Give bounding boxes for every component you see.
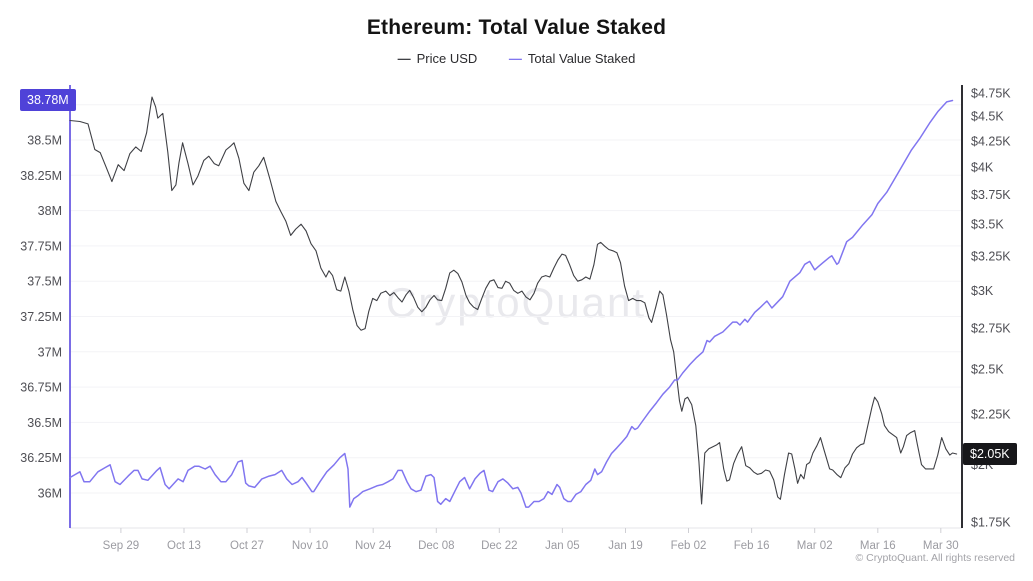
price-usd-line: [69, 96, 958, 505]
x-tick-label: Feb 02: [671, 540, 707, 552]
chart-title: Ethereum: Total Value Staked: [366, 16, 667, 39]
left-axis-tick-label: 38.25M: [20, 169, 62, 183]
x-tick-label: Feb 16: [734, 540, 770, 552]
x-tick-label: Mar 30: [923, 540, 959, 552]
right-current-badge: $2.05K: [963, 443, 1017, 465]
left-axis-tick-label: 36.5M: [27, 416, 62, 430]
right-axis-tick-label: $4K: [971, 160, 994, 174]
x-tick-label: Dec 22: [481, 540, 517, 552]
left-axis-tick-label: 38.5M: [27, 134, 62, 148]
x-tick-label: Mar 16: [860, 540, 896, 552]
x-tick-label: Jan 19: [608, 540, 643, 552]
legend-label-price-usd: Price USD: [416, 51, 478, 66]
left-axis-tick-label: 37.25M: [20, 310, 62, 324]
x-tick-label: Dec 08: [418, 540, 454, 552]
total-value-staked-line: [69, 99, 954, 508]
x-tick-label: Oct 13: [167, 540, 201, 552]
right-axis-tick-label: $2.75K: [971, 321, 1011, 335]
left-axis-tick-label: 36.25M: [20, 451, 62, 465]
right-axis-tick-label: $3K: [971, 284, 994, 298]
right-axis-tick-label: $1.75K: [971, 516, 1011, 530]
left-current-badge: 38.78M: [20, 89, 76, 111]
left-axis-tick-label: 37.5M: [27, 275, 62, 289]
chart-legend: Price USD Total Value Staked: [0, 51, 1033, 66]
left-axis-tick-label: 37.75M: [20, 239, 62, 253]
legend-dash-price-icon: [398, 51, 411, 66]
x-tick-label: Mar 02: [797, 540, 833, 552]
x-tick-label: Sep 29: [103, 540, 139, 552]
right-axis-tick-label: $4.25K: [971, 134, 1011, 148]
left-axis-tick-label: 37M: [38, 345, 62, 359]
left-axis-tick-label: 36M: [38, 487, 62, 501]
right-axis-tick-label: $3.75K: [971, 188, 1011, 202]
legend-item-price-usd[interactable]: Price USD: [398, 51, 478, 66]
right-axis-tick-label: $4.5K: [971, 110, 1004, 124]
legend-item-total-value-staked[interactable]: Total Value Staked: [509, 51, 635, 66]
right-axis-tick-label: $3.5K: [971, 218, 1004, 232]
right-axis-tick-label: $2.25K: [971, 408, 1011, 422]
x-tick-label: Jan 05: [545, 540, 580, 552]
legend-dash-tvs-icon: [509, 51, 522, 66]
x-tick-label: Oct 27: [230, 540, 264, 552]
right-axis-tick-label: $2.5K: [971, 362, 1004, 376]
x-tick-label: Nov 10: [292, 540, 328, 552]
legend-label-total-value-staked: Total Value Staked: [527, 51, 636, 66]
copyright-notice: © CryptoQuant. All rights reserved: [855, 552, 1015, 564]
x-tick-label: Nov 24: [355, 540, 392, 552]
left-axis-tick-label: 36.75M: [20, 381, 62, 395]
right-axis-tick-label: $3.25K: [971, 250, 1011, 264]
left-axis-tick-label: 38M: [38, 204, 62, 218]
right-axis-tick-label: $4.75K: [971, 87, 1011, 101]
